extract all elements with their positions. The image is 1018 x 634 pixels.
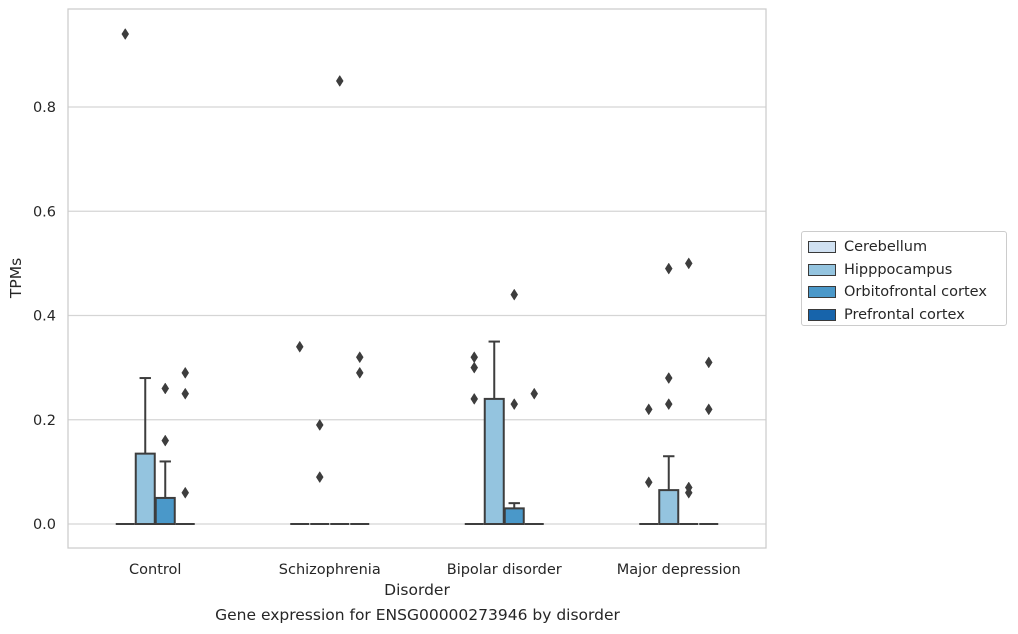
legend-item-cerebellum: Cerebellum [808,236,1000,259]
x-axis-label: Disorder [384,581,450,599]
outlier-point [315,471,324,484]
chart-caption: Gene expression for ENSG00000273946 by d… [215,606,620,624]
outlier-point [664,262,673,275]
box-cerebellum-control [115,28,135,525]
outlier-point [181,486,190,499]
outlier-point [295,340,304,353]
outlier-point [181,387,190,400]
outlier-point [644,476,653,489]
x-tick-label: Major depression [617,562,741,578]
box-body [154,496,176,525]
outlier-point [335,74,344,87]
box-prefrontal-cortex-major-depression [699,356,719,525]
outlier-point [684,257,693,270]
box-prefrontal-cortex-schizophrenia [350,351,370,525]
outlier-point [704,356,713,369]
outlier-point [121,28,130,40]
legend-label-hippocampus: Hipppocampus [844,261,953,278]
gridlines [68,106,766,525]
outlier-point [704,403,713,416]
tick-labels: 0.0 0.2 0.4 0.6 0.8 Control Schizophrenia Bipol… [33,100,741,578]
outlier-point [355,366,364,379]
outlier-point [644,403,653,416]
x-tick-label: Control [129,562,181,578]
box-hipppocampus-major-depression [658,262,680,525]
box-hipppocampus-schizophrenia [310,418,330,525]
box-orbitofrontal-cortex-bipolar-disorder [503,288,525,525]
box-body [503,507,525,525]
box-orbitofrontal-cortex-major-depression [679,257,699,525]
outlier-point [315,418,324,431]
legend-swatch-hippocampus [808,263,836,276]
legend-item-orbitofrontal-cortex: Orbitofrontal cortex [808,281,1000,304]
legend-label-prefrontal-cortex: Prefrontal cortex [844,306,965,323]
outlier-point [181,366,190,379]
x-tick-label: Bipolar disorder [447,562,562,578]
legend-label-cerebellum: Cerebellum [844,239,928,256]
box-body [658,489,680,525]
box-body [134,452,156,526]
y-tick-label: 0.2 [33,413,56,429]
legend-swatch-orbitofrontal-cortex [808,286,836,299]
outlier-point [510,398,519,411]
y-tick-label: 0.6 [33,204,56,220]
box-cerebellum-schizophrenia [290,340,310,525]
outlier-point [161,434,170,447]
outlier-point [530,387,539,400]
legend-item-hippocampus: Hipppocampus [808,259,1000,282]
outlier-point [510,288,519,301]
outlier-point [684,486,693,499]
box-orbitofrontal-cortex-control [154,382,176,525]
y-axis-label: TPMs [7,258,25,299]
legend-swatch-prefrontal-cortex [808,308,836,321]
box-prefrontal-cortex-control [175,366,195,525]
outlier-point [664,398,673,411]
box-hipppocampus-bipolar-disorder [483,340,505,525]
box-orbitofrontal-cortex-schizophrenia [330,74,350,525]
legend-item-prefrontal-cortex: Prefrontal cortex [808,304,1000,327]
legend: Cerebellum Hipppocampus Orbitofrontal co… [801,231,1007,326]
y-tick-label: 0.8 [33,100,56,116]
box-cerebellum-bipolar-disorder [464,351,484,525]
box-cerebellum-major-depression [639,403,659,525]
plot-frame [67,8,767,549]
x-tick-label: Schizophrenia [279,562,381,578]
box-body [483,397,505,525]
outlier-point [161,382,170,395]
box-prefrontal-cortex-bipolar-disorder [524,387,544,525]
box-hipppocampus-control [134,377,156,526]
outlier-point [470,361,479,374]
outlier-point [355,351,364,364]
y-tick-label: 0.4 [33,309,56,325]
outlier-point [470,392,479,405]
boxes [115,28,719,526]
outlier-point [470,351,479,364]
legend-label-orbitofrontal-cortex: Orbitofrontal cortex [844,284,987,301]
outlier-point [664,372,673,385]
y-tick-label: 0.0 [33,517,56,533]
legend-swatch-cerebellum [808,241,836,254]
